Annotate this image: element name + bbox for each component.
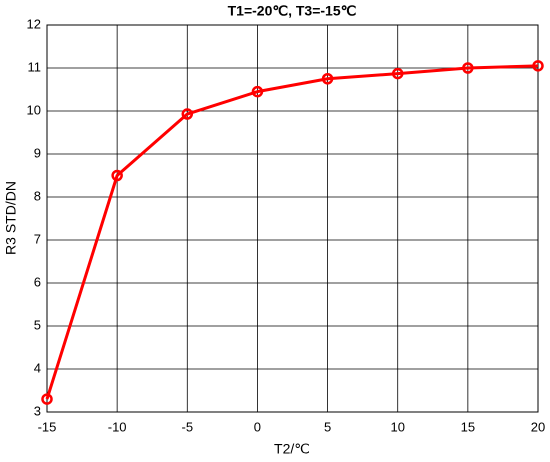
x-tick-label: -10: [108, 419, 127, 434]
x-tick-label: 20: [531, 419, 545, 434]
data-point: [251, 85, 264, 98]
y-tick-label: 11: [28, 59, 42, 74]
y-tick-label: 9: [34, 145, 41, 160]
data-line: [45, 64, 539, 400]
data-point: [532, 60, 544, 72]
data-point: [111, 169, 123, 182]
x-tick-label: -15: [38, 419, 57, 434]
data-point: [321, 73, 334, 85]
plot-frame: [46, 24, 539, 413]
data-point: [181, 108, 194, 120]
y-tick-label: 10: [27, 102, 41, 117]
y-tick-label: 6: [34, 274, 41, 289]
y-tick-label: 3: [34, 403, 41, 418]
data-point: [391, 67, 404, 80]
y-tick-label: 7: [34, 231, 41, 246]
data-point: [462, 62, 474, 74]
y-tick-label: 5: [34, 317, 41, 332]
x-axis-label: T2/℃: [274, 441, 310, 457]
x-tick-label: 0: [254, 419, 261, 434]
y-tick-label: 12: [27, 16, 41, 31]
x-tick-label: -5: [182, 419, 194, 434]
y-axis-label: R3 STD/DN: [3, 181, 19, 255]
y-tick-label: 8: [34, 188, 41, 203]
data-point: [41, 393, 53, 405]
x-tick-label: 5: [324, 419, 331, 434]
chart-title: T1=-20℃, T3=-15℃: [228, 3, 357, 19]
y-tick-label: 4: [34, 360, 41, 375]
x-tick-label: 10: [390, 419, 404, 434]
x-tick-label: 15: [461, 419, 475, 434]
